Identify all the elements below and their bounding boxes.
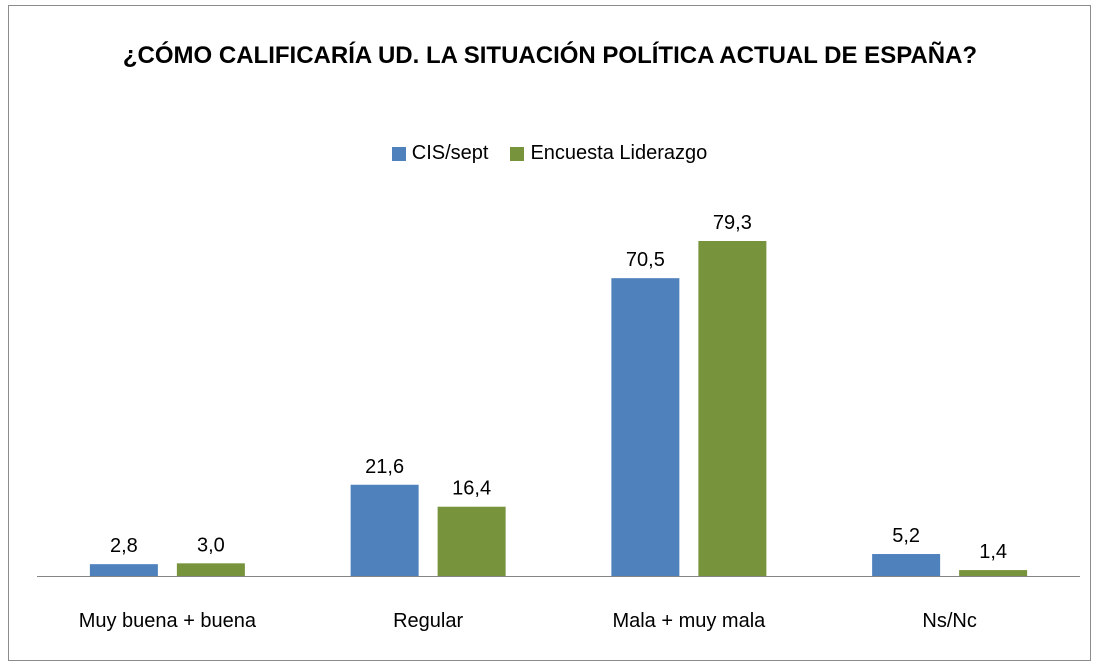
legend-label: CIS/sept — [411, 142, 489, 164]
x-tick-label: Mala + muy mala — [612, 610, 766, 632]
data-label: 16,4 — [452, 478, 491, 500]
data-label: 79,3 — [713, 212, 752, 234]
legend-label: Encuesta Liderazgo — [530, 142, 708, 164]
legend-swatch — [510, 146, 525, 161]
bar — [176, 563, 245, 576]
legend-item: CIS/sept — [391, 142, 489, 165]
bar — [611, 278, 680, 576]
x-tick-label: Regular — [393, 610, 463, 632]
chart-title: ¿CÓMO CALIFICARÍA UD. LA SITUACIÓN POLÍT… — [122, 42, 978, 69]
data-label: 21,6 — [365, 456, 404, 478]
x-tick-label: Muy buena + buena — [79, 610, 257, 632]
data-label: 70,5 — [626, 249, 665, 271]
chart-border — [8, 5, 1091, 661]
legend: CIS/sept Encuesta Liderazgo — [0, 142, 1099, 165]
bar — [698, 241, 767, 576]
bar — [437, 506, 506, 576]
data-label: 3,0 — [197, 534, 225, 556]
data-label: 1,4 — [979, 541, 1007, 563]
bar — [959, 570, 1028, 576]
x-tick-label: Ns/Nc — [922, 610, 976, 632]
bar — [872, 554, 941, 576]
data-label: 5,2 — [892, 525, 920, 547]
legend-item: Encuesta Liderazgo — [510, 142, 707, 165]
data-label: 2,8 — [110, 535, 138, 557]
legend-swatch — [391, 146, 406, 161]
bar — [89, 564, 158, 576]
bar — [350, 484, 419, 576]
